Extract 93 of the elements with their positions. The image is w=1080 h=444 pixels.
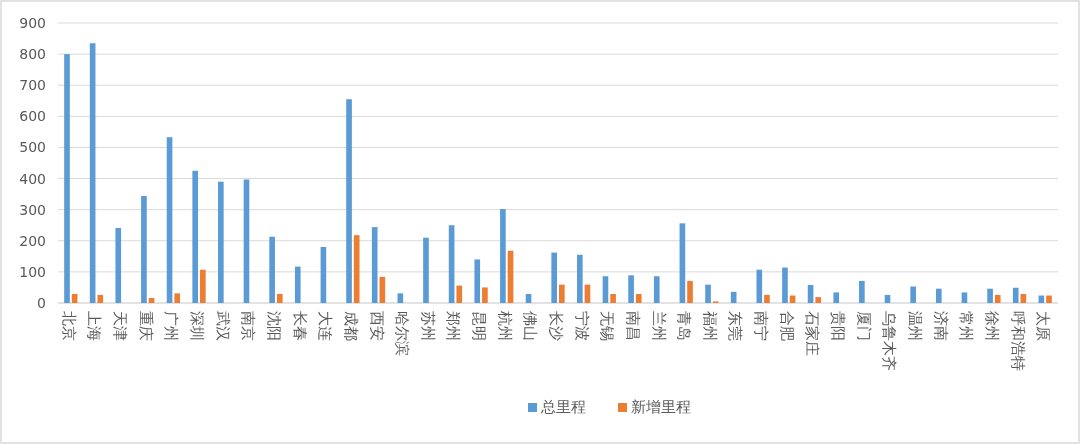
y-tick-label: 300	[19, 201, 46, 218]
x-tick-label: 杭州	[495, 310, 514, 341]
x-tick-label: 大连	[316, 311, 335, 341]
x-tick-label: 徐州	[982, 311, 1001, 341]
y-tick-label: 0	[37, 295, 46, 311]
x-tick-label: 沈阳	[264, 311, 283, 341]
x-tick-label: 哈尔滨	[393, 311, 412, 356]
x-tick-label: 成都	[341, 311, 360, 341]
bar	[687, 280, 693, 303]
x-tick-label: 深圳	[188, 311, 207, 341]
bar	[141, 195, 147, 303]
x-tick-label: 广州	[162, 311, 181, 341]
y-tick-label: 400	[19, 170, 46, 187]
x-tick-label: 宁波	[572, 311, 591, 341]
bar	[423, 237, 429, 303]
x-tick-label: 厦门	[854, 311, 873, 341]
bar	[174, 293, 181, 303]
x-tick-label: 昆明	[470, 311, 489, 341]
bar	[1046, 295, 1052, 303]
bar	[961, 292, 968, 303]
bar	[115, 228, 122, 303]
x-tick-label: 长春	[290, 311, 309, 341]
bar	[610, 293, 616, 303]
y-tick-label: 100	[19, 263, 46, 280]
x-tick-label: 无锡	[598, 311, 617, 341]
y-tick-label: 700	[19, 77, 46, 94]
bar	[782, 267, 788, 303]
x-tick-label: 济南	[931, 311, 950, 341]
legend-label: 新增里程	[631, 398, 691, 416]
bar	[910, 286, 916, 303]
x-tick-label: 上海	[85, 311, 104, 341]
bar	[764, 294, 770, 303]
bar	[815, 297, 822, 303]
bar	[269, 236, 275, 303]
bar	[859, 280, 865, 303]
x-tick-label: 武汉	[213, 311, 232, 341]
bar	[294, 266, 301, 303]
x-tick-label: 呼和浩特	[1008, 311, 1027, 371]
bar	[559, 284, 565, 303]
bar	[218, 181, 224, 303]
x-tick-label: 青岛	[675, 311, 694, 341]
x-tick-label: 东莞	[726, 311, 745, 341]
bar	[397, 293, 404, 303]
x-tick-label: 重庆	[136, 311, 155, 341]
bar	[628, 275, 634, 303]
bar	[756, 269, 763, 303]
bar	[935, 288, 942, 303]
x-tick-label: 常州	[957, 311, 976, 341]
bar	[833, 292, 840, 303]
x-tick-label: 苏州	[418, 311, 437, 341]
bar	[371, 227, 378, 303]
y-tick-label: 500	[19, 139, 46, 156]
x-tick-label: 太原	[1034, 311, 1053, 341]
bar	[276, 293, 283, 303]
x-tick-label: 南宁	[752, 311, 771, 341]
bar	[653, 276, 660, 303]
bar	[192, 170, 199, 303]
x-tick-label: 郑州	[444, 311, 463, 341]
bar	[456, 285, 463, 303]
y-tick-label: 600	[19, 108, 46, 125]
legend-label: 总里程	[540, 398, 586, 416]
bar	[346, 99, 352, 303]
y-tick-label: 200	[19, 232, 46, 249]
x-tick-label: 温州	[905, 311, 924, 341]
bar	[200, 269, 206, 303]
x-tick-label: 长沙	[547, 311, 565, 341]
x-tick-label: 合肥	[777, 311, 796, 341]
x-tick-label: 西安	[367, 311, 386, 341]
y-tick-label: 800	[19, 46, 46, 63]
x-tick-label: 乌鲁木齐	[880, 311, 899, 371]
y-tick-label: 900	[19, 15, 46, 31]
x-tick-label: 佛山	[521, 311, 540, 341]
bar	[577, 254, 583, 303]
bar	[705, 284, 711, 303]
bar	[635, 293, 642, 303]
x-tick-label: 天津	[111, 311, 130, 341]
bar	[1012, 287, 1019, 303]
bar	[64, 54, 70, 303]
x-tick-label: 南京	[239, 311, 258, 341]
x-tick-label: 兰州	[649, 311, 668, 341]
x-tick-label: 贵阳	[829, 311, 848, 341]
bar	[97, 294, 104, 303]
bar	[353, 235, 360, 303]
bar	[474, 259, 481, 303]
bar	[994, 294, 1001, 303]
x-tick-label: 石家庄	[803, 311, 822, 356]
bar	[500, 209, 506, 303]
x-tick-label: 北京	[59, 311, 78, 341]
bar	[551, 252, 557, 303]
bar	[987, 288, 993, 303]
x-tick-label: 南昌	[623, 311, 642, 341]
bar	[482, 287, 488, 303]
x-tick-label: 福州	[700, 311, 719, 341]
